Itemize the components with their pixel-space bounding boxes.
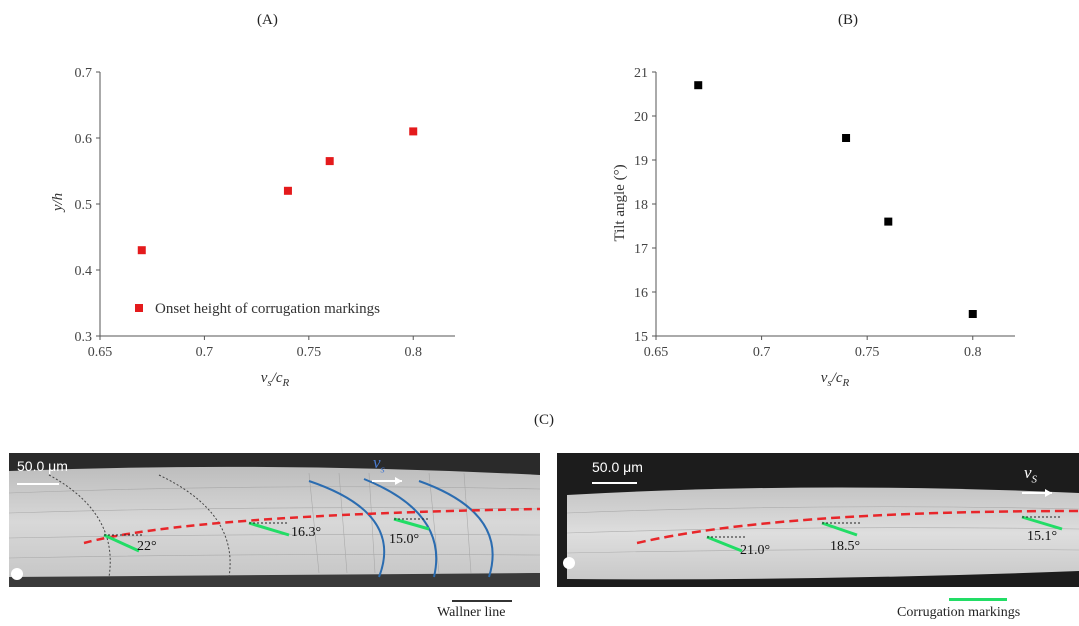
chart-b-point bbox=[694, 81, 703, 90]
chart-a-xtick-label: 0.8 bbox=[404, 345, 422, 360]
chart-b-xlabel-sub1: s bbox=[827, 377, 831, 389]
micrograph-right-angle-2: 18.5° bbox=[830, 539, 861, 554]
chart-a-axes: 0.65 0.7 0.75 0.8 0.3 0.4 0.5 0.6 0.7 bbox=[75, 66, 455, 360]
panel-label-a: (A) bbox=[257, 12, 278, 28]
micrograph-left-velocity-main: v bbox=[373, 453, 381, 472]
chart-b-ytick-label: 15 bbox=[634, 330, 648, 345]
micrograph-left-angle-3: 15.0° bbox=[389, 532, 420, 547]
chart-a-legend-label: Onset height of corrugation markings bbox=[155, 301, 380, 317]
micrograph-left-velocity: vs bbox=[373, 453, 385, 475]
chart-a-point bbox=[137, 246, 146, 255]
chart-b-ytick-label: 20 bbox=[634, 110, 648, 125]
chart-b-points bbox=[694, 81, 977, 318]
wallner-legend-line bbox=[452, 600, 512, 602]
chart-b-ylabel: Tilt angle (°) bbox=[612, 164, 628, 241]
micrograph-right-scale: 50.0 μm bbox=[592, 459, 643, 475]
panel-label-c: (C) bbox=[534, 412, 554, 428]
chart-b-xlabel-sub2: R bbox=[842, 377, 850, 389]
chart-a-ytick-label: 0.4 bbox=[75, 264, 93, 279]
wallner-legend-label: Wallner line bbox=[437, 605, 506, 620]
micrograph-left-angle-2: 16.3° bbox=[291, 525, 322, 540]
micrograph-right-image bbox=[557, 453, 1079, 587]
chart-b: 0.65 0.7 0.75 0.8 15 16 17 18 19 20 21 Tilt angle … bbox=[612, 66, 1015, 389]
chart-a-xlabel-sub1: s bbox=[267, 377, 271, 389]
chart-b-ytick-label: 16 bbox=[634, 286, 648, 301]
chart-b-xtick-label: 0.7 bbox=[753, 345, 771, 360]
micrograph-left: 50.0 μm vs 22° 16.3° 15.0° bbox=[9, 453, 540, 587]
micrograph-right-angle-1: 21.0° bbox=[740, 543, 771, 558]
chart-a-xlabel-sep: /c bbox=[271, 370, 283, 386]
chart-b-xlabel-sep: /c bbox=[831, 370, 843, 386]
chart-a-xtick-label: 0.7 bbox=[196, 345, 214, 360]
chart-a-point bbox=[325, 157, 334, 166]
micrograph-right-velocity: vS bbox=[1024, 463, 1037, 485]
micrograph-right-velocity-sub: S bbox=[1031, 473, 1038, 486]
chart-b-point bbox=[842, 134, 851, 142]
chart-a-ytick-label: 0.7 bbox=[75, 66, 93, 81]
chart-a-ylabel: y/h bbox=[50, 193, 66, 213]
chart-a-ytick-label: 0.6 bbox=[75, 132, 93, 147]
chart-b-xtick-label: 0.8 bbox=[964, 345, 982, 360]
chart-b-ytick-label: 17 bbox=[634, 242, 648, 257]
micrograph-left-image bbox=[9, 453, 540, 587]
chart-a-xtick-label: 0.75 bbox=[297, 345, 322, 360]
chart-b-xtick-label: 0.65 bbox=[644, 345, 669, 360]
chart-b-ytick-label: 19 bbox=[634, 154, 648, 169]
chart-b-xlabel: vs/cR bbox=[821, 370, 850, 389]
micrograph-left-velocity-sub: s bbox=[380, 463, 385, 476]
chart-a-legend-marker bbox=[135, 304, 143, 312]
micrograph-right: 50.0 μm vS 21.0° 18.5° 15.1° bbox=[557, 453, 1079, 587]
chart-b-point bbox=[968, 310, 977, 318]
corrugation-legend-label: Corrugation markings bbox=[897, 605, 1021, 620]
chart-b-ytick-label: 18 bbox=[634, 198, 648, 213]
chart-b-ytick-label: 21 bbox=[634, 66, 648, 81]
chart-b-xtick-label: 0.75 bbox=[855, 345, 880, 360]
chart-a-xtick-label: 0.65 bbox=[88, 345, 113, 360]
chart-a-ytick-label: 0.5 bbox=[75, 198, 93, 213]
corrugation-legend-line bbox=[949, 598, 1007, 601]
micrograph-left-angle-1: 22° bbox=[137, 539, 157, 554]
chart-a-xlabel-main: v bbox=[261, 370, 268, 386]
chart-a-point bbox=[283, 186, 292, 195]
chart-a: 0.65 0.7 0.75 0.80.30.40.50.60.7 y/h vs/cR … bbox=[50, 66, 455, 389]
chart-a-xlabel: vs/cR bbox=[261, 370, 290, 389]
chart-a-point bbox=[409, 127, 418, 136]
panel-label-b: (B) bbox=[838, 12, 858, 28]
micrograph-left-scale: 50.0 μm bbox=[17, 458, 68, 474]
chart-b-point bbox=[884, 217, 893, 226]
chart-a-ytick-label: 0.3 bbox=[75, 330, 93, 345]
micrograph-right-velocity-main: v bbox=[1024, 463, 1032, 482]
micrograph-right-angle-3: 15.1° bbox=[1027, 529, 1058, 544]
chart-a-xlabel-sub2: R bbox=[282, 377, 290, 389]
chart-a-points bbox=[137, 127, 418, 255]
chart-b-axes: 0.65 0.7 0.75 0.8 15 16 17 18 19 20 21 bbox=[634, 66, 1015, 360]
chart-b-xlabel-main: v bbox=[821, 370, 828, 386]
